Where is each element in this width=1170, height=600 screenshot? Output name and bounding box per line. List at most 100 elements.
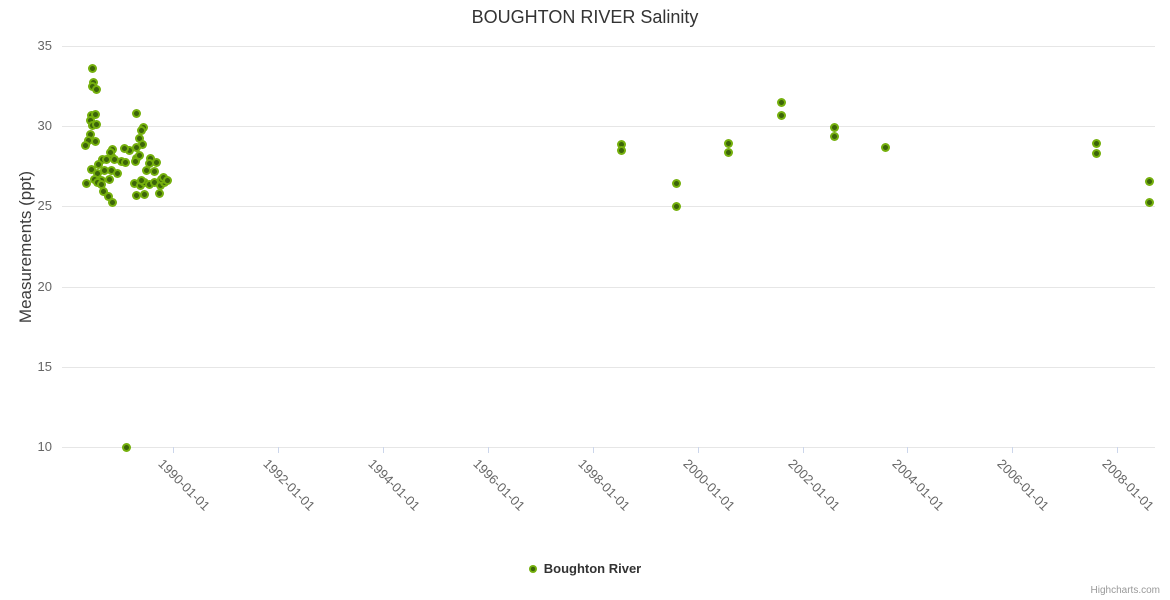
data-point[interactable] — [723, 139, 733, 149]
data-point[interactable] — [139, 189, 149, 199]
x-axis-line — [62, 447, 1155, 448]
y-axis-title: Measurements (ppt) — [16, 170, 35, 324]
data-point[interactable] — [121, 157, 131, 167]
data-point[interactable] — [829, 132, 839, 142]
data-point[interactable] — [146, 153, 156, 163]
x-axis-tick-mark — [382, 447, 384, 453]
data-point[interactable] — [122, 442, 131, 452]
y-axis-tick-label: 20 — [37, 278, 52, 294]
x-axis-tick-label: 1996-01-01 — [470, 456, 528, 514]
y-axis-tick-label: 10 — [37, 439, 52, 454]
plot-area — [62, 46, 1155, 453]
data-point[interactable] — [107, 197, 117, 207]
x-axis-tick-mark — [1012, 447, 1014, 453]
data-point[interactable] — [1144, 197, 1154, 207]
x-axis-tick-label: 2008-01-01 — [1099, 456, 1158, 514]
data-point[interactable] — [149, 167, 159, 177]
data-point[interactable] — [162, 176, 172, 186]
data-point[interactable] — [91, 110, 101, 120]
data-point[interactable] — [92, 120, 102, 130]
data-point[interactable] — [99, 165, 109, 175]
data-point[interactable] — [96, 180, 106, 190]
y-axis-tick-label: 30 — [37, 118, 52, 134]
data-point[interactable] — [1091, 148, 1101, 158]
y-gridline — [62, 286, 1155, 288]
data-point[interactable] — [88, 63, 98, 73]
data-point[interactable] — [91, 136, 101, 146]
legend-item-boughton-river[interactable]: Boughton River — [0, 561, 1170, 576]
data-point[interactable] — [131, 190, 141, 200]
data-point[interactable] — [1091, 139, 1101, 149]
x-axis-tick-label: 2006-01-01 — [994, 456, 1053, 514]
y-axis-tick-label: 25 — [37, 198, 52, 214]
data-point[interactable] — [723, 148, 733, 158]
x-axis-tick-label: 1994-01-01 — [365, 456, 423, 514]
x-axis-tick-label: 1992-01-01 — [260, 456, 319, 514]
series-marker-icon — [528, 564, 537, 573]
data-point[interactable] — [829, 122, 839, 132]
data-point[interactable] — [109, 154, 119, 164]
data-point[interactable] — [104, 192, 114, 202]
data-point[interactable] — [776, 98, 786, 108]
data-point[interactable] — [105, 148, 115, 158]
y-gridline — [62, 206, 1155, 208]
data-point[interactable] — [617, 140, 627, 150]
data-point[interactable] — [105, 175, 115, 185]
data-point[interactable] — [135, 150, 145, 160]
x-axis-tick-label: 1990-01-01 — [155, 456, 214, 514]
data-point[interactable] — [136, 176, 146, 186]
data-point[interactable] — [151, 157, 161, 167]
x-axis-tick-mark — [592, 447, 594, 453]
data-point[interactable] — [154, 189, 164, 199]
data-point[interactable] — [106, 165, 116, 175]
data-point[interactable] — [136, 125, 146, 135]
data-point[interactable] — [142, 165, 152, 175]
data-point[interactable] — [112, 169, 122, 179]
x-axis-tick-label: 2000-01-01 — [680, 456, 738, 514]
x-axis-tick-label: 2002-01-01 — [784, 456, 843, 514]
legend-label: Boughton River — [543, 561, 642, 576]
data-point[interactable] — [86, 165, 96, 174]
data-point[interactable] — [86, 129, 96, 139]
data-point[interactable] — [83, 136, 93, 146]
chart-title: BOUGHTON RIVER Salinity — [471, 7, 699, 27]
data-point[interactable] — [101, 155, 111, 165]
data-point[interactable] — [617, 145, 627, 155]
data-point[interactable] — [99, 186, 109, 196]
data-point[interactable] — [92, 169, 102, 179]
data-point[interactable] — [85, 116, 95, 126]
data-point[interactable] — [82, 178, 92, 188]
data-point[interactable] — [144, 180, 154, 190]
x-axis-tick-mark — [487, 447, 489, 453]
y-gridline — [62, 126, 1155, 128]
x-axis-tick-label: 2004-01-01 — [889, 456, 948, 514]
data-point[interactable] — [134, 133, 144, 143]
x-axis-tick-mark — [697, 447, 699, 453]
y-gridline — [62, 46, 1155, 47]
x-axis-tick-label: 1998-01-01 — [575, 456, 633, 514]
data-point[interactable] — [155, 181, 165, 191]
data-point[interactable] — [776, 111, 786, 121]
data-point[interactable] — [120, 144, 130, 154]
data-point[interactable] — [149, 177, 159, 187]
data-point[interactable] — [131, 108, 141, 118]
x-axis-tick-mark — [907, 447, 909, 453]
data-point[interactable] — [94, 160, 104, 170]
data-point[interactable] — [1144, 177, 1154, 187]
data-point[interactable] — [881, 143, 891, 153]
data-point[interactable] — [135, 181, 145, 191]
data-point[interactable] — [116, 156, 126, 166]
highcharts-credits-link[interactable]: Highcharts.com — [1090, 585, 1160, 596]
data-point[interactable] — [671, 178, 681, 188]
data-point[interactable] — [132, 142, 142, 152]
data-point[interactable] — [671, 201, 681, 211]
data-point[interactable] — [129, 179, 139, 189]
y-axis-tick-label: 35 — [37, 38, 52, 53]
y-gridline — [62, 366, 1155, 368]
data-point[interactable] — [138, 140, 148, 150]
data-point[interactable] — [81, 140, 91, 150]
data-point[interactable] — [125, 145, 135, 155]
data-point[interactable] — [91, 84, 101, 94]
data-point[interactable] — [130, 156, 140, 166]
data-point[interactable] — [145, 158, 155, 168]
